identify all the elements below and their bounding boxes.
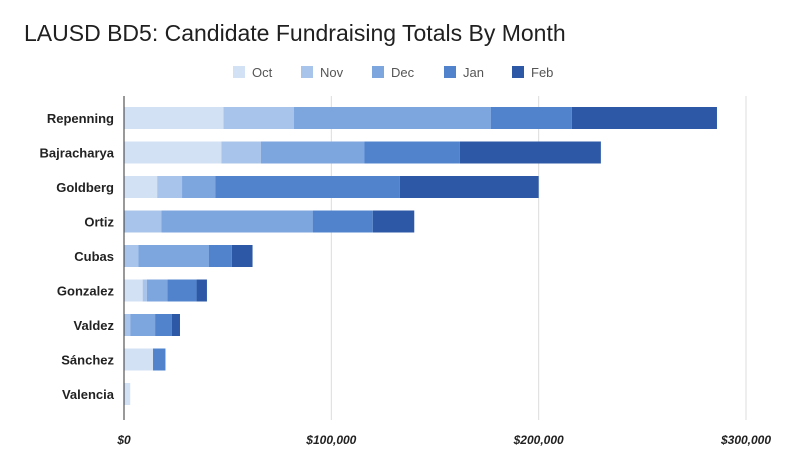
bar-segment (490, 107, 572, 129)
bar-segment (155, 314, 172, 336)
bar-segment (124, 107, 224, 129)
legend-swatch (444, 66, 456, 78)
bar-segment (124, 348, 154, 371)
bar-segment (124, 210, 162, 233)
bar-segment (146, 279, 168, 302)
legend-label: Feb (531, 65, 553, 80)
legend: Oct Nov Dec Jan Feb (233, 65, 553, 80)
legend-label: Dec (391, 65, 415, 80)
bar-segment (157, 176, 183, 198)
x-tick-labels: $0 $100,000 $200,000 $300,000 (116, 433, 771, 447)
bar-segment (124, 314, 131, 336)
category-label: Gonzalez (57, 284, 115, 299)
x-tick-label: $200,000 (513, 433, 564, 447)
bar-segment (124, 245, 139, 267)
legend-swatch (301, 66, 313, 78)
bar-segment (260, 141, 365, 164)
bar-segment (312, 210, 373, 233)
legend-label: Nov (320, 65, 344, 80)
bar-segment (167, 279, 197, 302)
category-label: Bajracharya (40, 146, 115, 161)
chart-title: LAUSD BD5: Candidate Fundraising Totals … (24, 20, 566, 46)
x-tick-label: $0 (116, 433, 131, 447)
bar-segment (161, 210, 313, 233)
bar-segment (182, 176, 216, 198)
legend-swatch (233, 66, 245, 78)
legend-swatch (512, 66, 524, 78)
bar-segment (124, 176, 158, 198)
category-labels: Repenning Bajracharya Goldberg Ortiz Cubas Go… (40, 111, 115, 402)
bar-segment (130, 314, 156, 336)
bar-segment (372, 210, 415, 233)
legend-label: Jan (463, 65, 484, 80)
category-label: Goldberg (56, 180, 114, 195)
bar-segment (171, 314, 180, 336)
bar-segment (209, 245, 232, 267)
legend-swatch (372, 66, 384, 78)
category-label: Cubas (74, 249, 114, 264)
category-label: Ortiz (84, 215, 114, 230)
bar-segment (142, 279, 147, 302)
x-tick-label: $100,000 (305, 433, 356, 447)
category-label: Sánchez (61, 353, 114, 368)
bar-segment (221, 141, 261, 164)
bar-segment (459, 141, 601, 164)
bar-segment (231, 245, 253, 267)
bar-segment (364, 141, 460, 164)
bar-segment (223, 107, 295, 129)
bar-segment (571, 107, 717, 129)
bars (124, 107, 717, 405)
category-label: Valdez (74, 318, 115, 333)
bar-segment (124, 279, 143, 302)
bar-segment (196, 279, 207, 302)
x-tick-label: $300,000 (720, 433, 771, 447)
legend-label: Oct (252, 65, 273, 80)
category-label: Repenning (47, 111, 114, 126)
bar-segment (153, 348, 166, 371)
bar-segment (124, 383, 131, 405)
bar-segment (215, 176, 400, 198)
bar-segment (138, 245, 210, 267)
bar-segment (399, 176, 539, 198)
bar-segment (124, 141, 222, 164)
bar-segment (294, 107, 491, 129)
category-label: Valencia (62, 387, 115, 402)
